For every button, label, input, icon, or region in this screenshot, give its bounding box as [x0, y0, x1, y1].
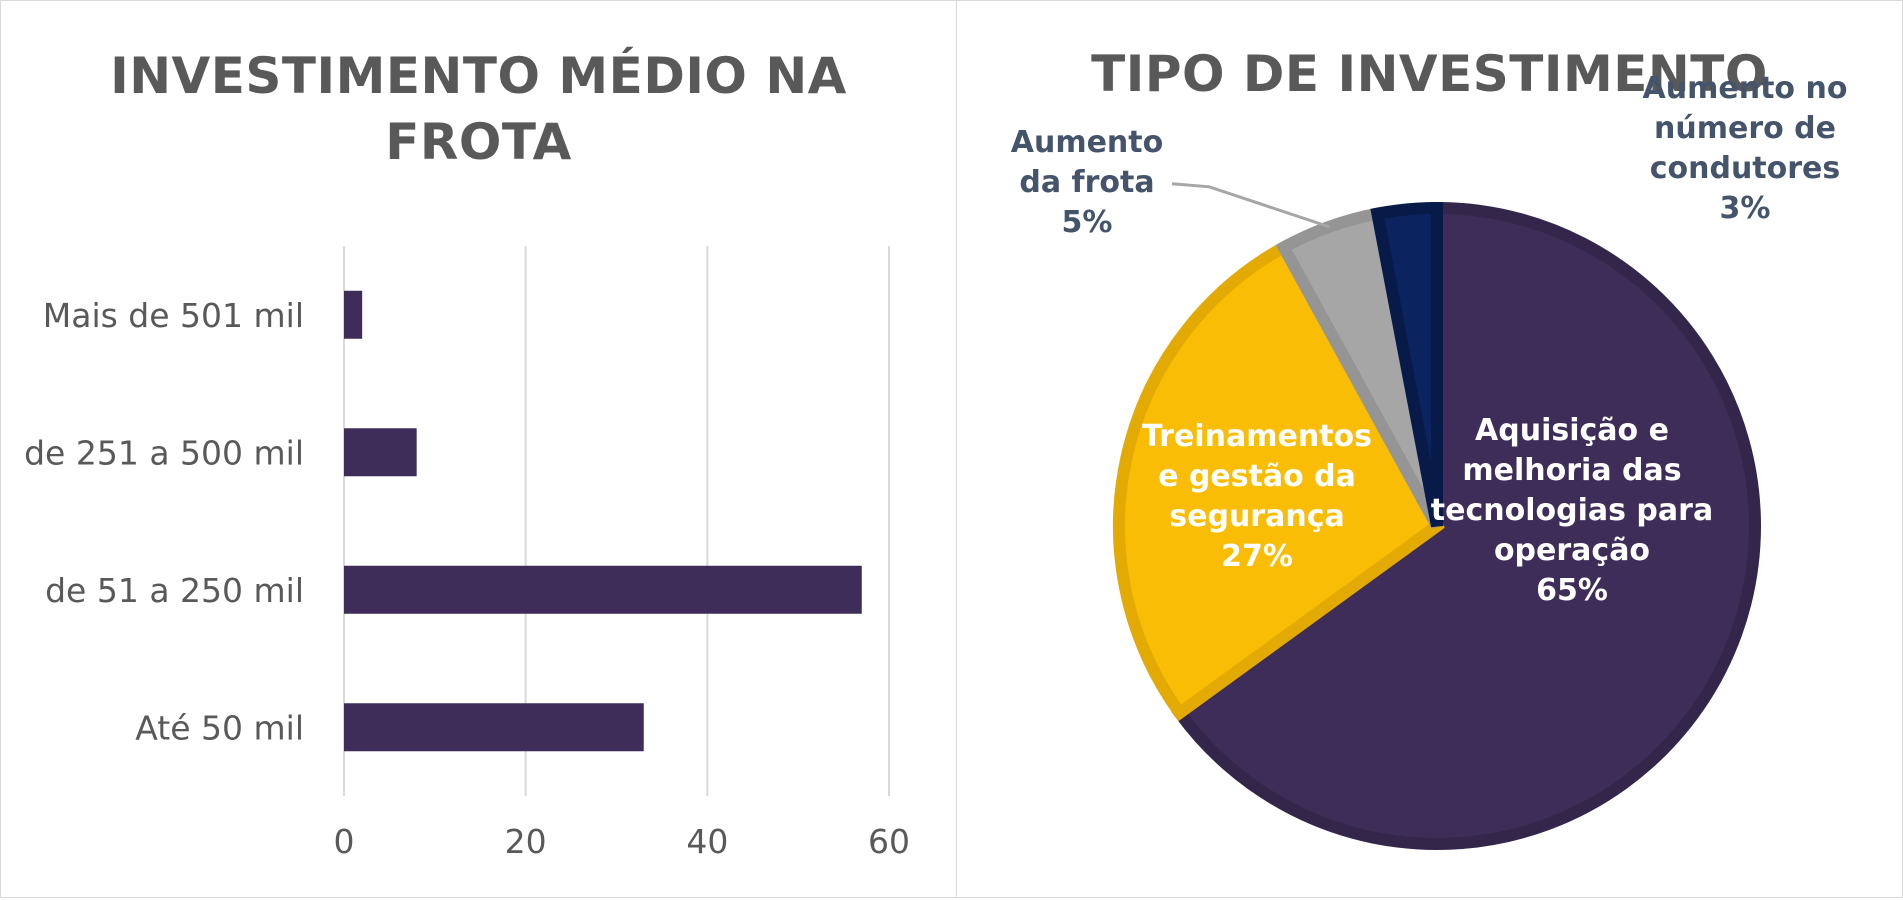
- slice-label-line: 3%: [1720, 191, 1771, 226]
- slice-label: Aumento no número de condutores 3%: [1643, 71, 1848, 226]
- slice-label-line: 65%: [1536, 573, 1608, 608]
- slice-label-line: segurança: [1169, 499, 1344, 534]
- slice-label-line: da frota: [1019, 165, 1154, 200]
- category-label: Mais de 501 mil: [43, 296, 304, 335]
- x-tick-label: 0: [334, 822, 355, 861]
- slice-label-line: tecnologias para: [1431, 493, 1713, 528]
- pie-slice: [1370, 201, 1443, 528]
- slice-label: Aquisição e melhoria das tecnologias para o…: [1431, 413, 1713, 608]
- slice-label-line: número de: [1654, 111, 1836, 146]
- category-label: Até 50 mil: [135, 708, 304, 747]
- slice-label-line: e gestão da: [1158, 459, 1356, 494]
- bar: [344, 290, 363, 339]
- slice-label-line: condutores: [1650, 151, 1841, 186]
- slice-label-line: 27%: [1221, 539, 1293, 574]
- pie-slice: [1113, 239, 1445, 722]
- bar: [344, 703, 644, 752]
- x-tick-label: 60: [868, 822, 910, 861]
- bar-chart: 0 20 40 60 Mais de 501 mil de 251 a 500 mil de…: [24, 246, 910, 861]
- slice-label-line: operação: [1494, 533, 1650, 568]
- slice-label-line: Aumento: [1011, 125, 1164, 160]
- bar: [344, 428, 417, 477]
- bar-chart-panel: INVESTIMENTO MÉDIO NA FROTA 0 20 40 60 Mais …: [0, 0, 957, 898]
- slice-label: Treinamentos e gestão da segurança 27%: [1142, 419, 1372, 574]
- slice-label-line: melhoria das: [1462, 453, 1681, 488]
- x-tick-label: 20: [505, 822, 547, 861]
- leader-line: [1171, 182, 1330, 229]
- bar-chart-title: INVESTIMENTO MÉDIO NA FROTA: [110, 47, 847, 171]
- category-label: de 251 a 500 mil: [24, 433, 304, 472]
- slice-label: Aumento da frota 5%: [1011, 125, 1164, 240]
- pie-chart: Aquisição e melhoria das tecnologias para o…: [1011, 71, 1848, 850]
- x-tick-label: 40: [686, 822, 728, 861]
- slice-label-line: Aumento no: [1643, 71, 1848, 106]
- slice-label-line: Treinamentos: [1142, 419, 1372, 454]
- pie-slice: [1171, 201, 1761, 850]
- bar: [344, 565, 862, 614]
- pie-chart-panel: TIPO DE INVESTIMENTO Aquisição e melhoria…: [956, 0, 1903, 898]
- pie-chart-title: TIPO DE INVESTIMENTO: [1091, 45, 1768, 103]
- category-label: de 51 a 250 mil: [45, 571, 304, 610]
- slice-label-line: Aquisição e: [1475, 413, 1669, 448]
- slice-label-line: 5%: [1062, 205, 1113, 240]
